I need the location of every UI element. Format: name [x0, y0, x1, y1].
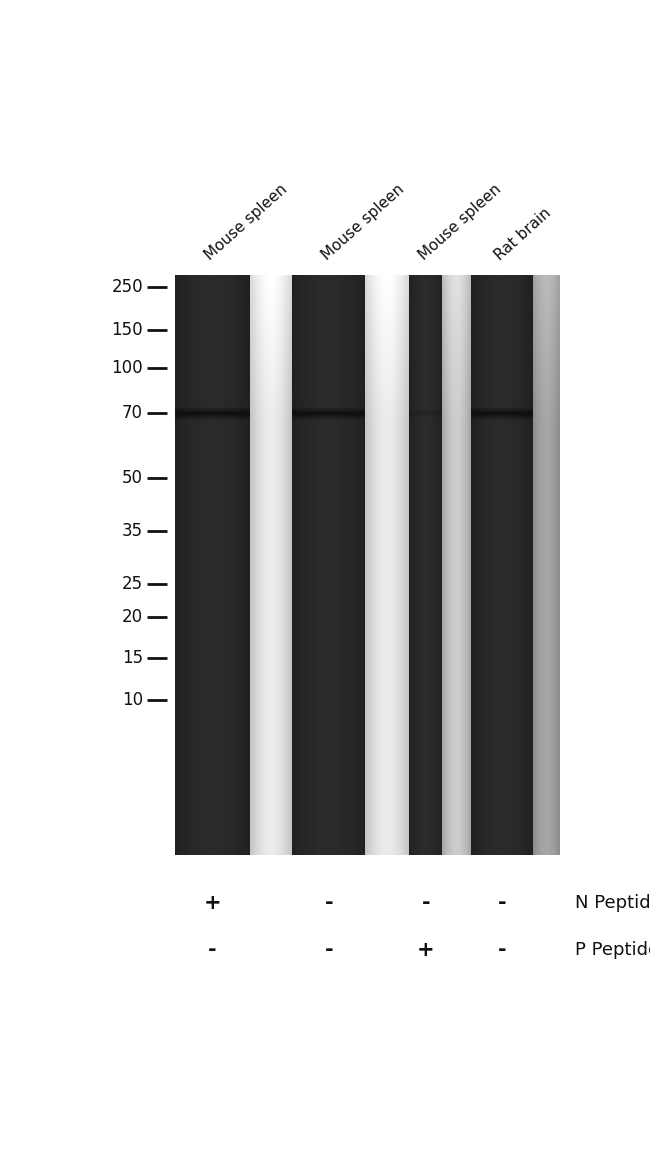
Text: -: - [422, 893, 430, 913]
Text: 20: 20 [122, 608, 143, 626]
Text: 150: 150 [111, 321, 143, 339]
Text: -: - [325, 940, 333, 960]
Text: Mouse spleen: Mouse spleen [416, 182, 504, 263]
Text: N Peptide: N Peptide [575, 894, 650, 913]
Text: 50: 50 [122, 469, 143, 488]
Text: 35: 35 [122, 522, 143, 540]
Text: 15: 15 [122, 648, 143, 667]
Text: +: + [417, 940, 435, 960]
Text: Mouse spleen: Mouse spleen [319, 182, 407, 263]
Text: -: - [498, 940, 506, 960]
Text: 10: 10 [122, 691, 143, 709]
Text: -: - [498, 893, 506, 913]
Text: P Peptide: P Peptide [575, 941, 650, 959]
Text: 70: 70 [122, 404, 143, 422]
Text: 100: 100 [111, 359, 143, 378]
Text: 250: 250 [111, 278, 143, 296]
Text: 25: 25 [122, 576, 143, 593]
Text: -: - [208, 940, 216, 960]
Text: Mouse spleen: Mouse spleen [202, 182, 291, 263]
Text: +: + [203, 893, 221, 913]
Text: -: - [325, 893, 333, 913]
Text: Rat brain: Rat brain [492, 205, 554, 263]
